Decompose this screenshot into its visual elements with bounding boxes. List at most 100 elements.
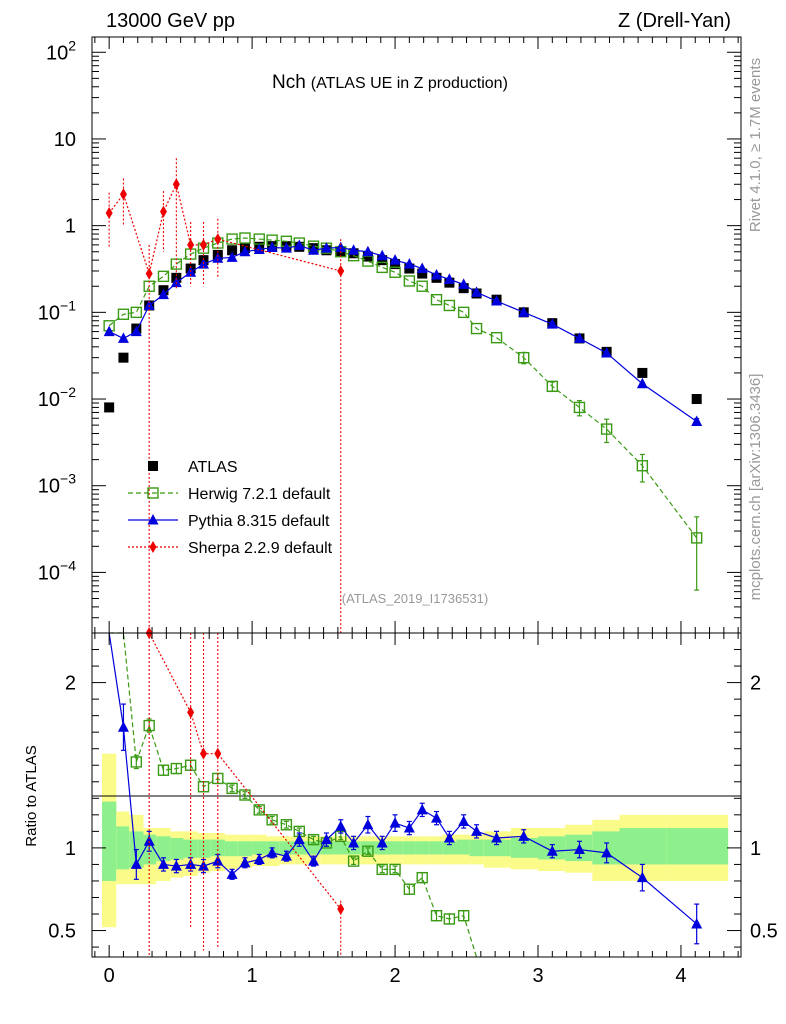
band-inner (156, 836, 171, 862)
ratio-pythia-point (280, 850, 292, 861)
main-atlas-point (417, 268, 428, 279)
main-pythia-point (691, 415, 703, 427)
main-herwig-point (690, 532, 703, 544)
main-pythia-point (157, 288, 169, 300)
band-inner (483, 839, 511, 857)
main-title: Nch (ATLAS UE in Z production) (272, 72, 508, 93)
ytick-label: 10−4 (38, 557, 76, 584)
ratio-pythia-point (491, 831, 503, 843)
main-sherpa-point (187, 238, 195, 251)
ratio-herwig-point (416, 871, 428, 884)
main-herwig-point (416, 280, 428, 292)
main-herwig-point (430, 293, 443, 306)
ratio-herwig-point (280, 819, 293, 831)
ytick-exponent: −3 (60, 471, 76, 487)
ratio-pythia-point (546, 845, 558, 856)
ratio-pythia-point (143, 835, 155, 846)
main-herwig-point (490, 331, 503, 344)
ratio-pythia-point (293, 833, 305, 845)
main-pythia-point (491, 295, 503, 306)
main-pythia-line (108, 244, 698, 423)
xtick-label: 3 (532, 965, 543, 987)
ratio-ytick-label-left: 2 (65, 673, 76, 695)
ytick-label: 10 (54, 129, 76, 151)
ratio-herwig-point (362, 845, 374, 857)
main-pythia-point (130, 325, 142, 337)
main-sherpa-point (200, 238, 208, 251)
ytick-exponent: −1 (60, 297, 76, 313)
ratio-herwig-point (170, 762, 183, 775)
ratio-pythia-point (636, 871, 648, 883)
main-marks (103, 158, 703, 633)
main-herwig-point (457, 306, 470, 319)
main-herwig-point (403, 275, 416, 287)
ratio-pythia-point (601, 846, 613, 858)
ratio-pythia-point (471, 825, 483, 836)
ratio-herwig-point (389, 863, 401, 876)
legend-marker-pythia (147, 514, 159, 525)
rivet-label: Rivet 4.1.0, ≥ 1.7M events (747, 58, 764, 232)
ratio-sherpa-point (337, 903, 345, 916)
main-herwig-point (600, 423, 613, 435)
band-inner (510, 837, 539, 858)
ratio-herwig-point (226, 782, 238, 795)
ratio-sherpa-point (214, 747, 222, 760)
main-atlas-point (637, 367, 648, 378)
main-pythia-point (546, 318, 558, 329)
band-inner (429, 841, 443, 855)
ytick-label: 1 (65, 216, 76, 238)
ratio-pythia-point (389, 817, 401, 828)
legend-label-pythia: Pythia 8.315 default (188, 513, 330, 530)
ratio-marks (108, 627, 703, 958)
ratio-pythia-point (157, 858, 169, 869)
main-pythia-point (403, 258, 415, 269)
main-sherpa-point (337, 264, 345, 277)
ratio-pythia-point (170, 860, 182, 871)
main-atlas-point (118, 352, 129, 363)
main-pythia-point (416, 262, 428, 274)
main-pythia-point (471, 286, 483, 297)
main-sherpa-point (159, 205, 167, 218)
ratio-herwig-point (376, 863, 388, 876)
header-right: Z (Drell-Yan) (618, 10, 731, 32)
ytick-label: 102 (46, 37, 76, 64)
main-pythia-point (518, 306, 530, 317)
main-pythia-point (239, 245, 251, 257)
band-inner (666, 828, 729, 865)
ratio-herwig-point (347, 855, 360, 867)
main-pythia-point (431, 268, 443, 280)
main-pythia-point (143, 299, 155, 310)
ratio-pythia-point (335, 820, 347, 831)
ratio-herwig-point (253, 804, 265, 816)
main-pythia-point (601, 346, 613, 358)
main-pythia-point (389, 254, 401, 265)
main-pythia-point (636, 377, 648, 389)
xtick-label: 1 (247, 965, 258, 987)
main-pythia-point (348, 244, 360, 255)
ytick-label: 10−2 (38, 384, 76, 411)
main-sherpa-point (105, 206, 113, 219)
main-pythia-point (117, 332, 129, 343)
main-herwig-point (518, 351, 530, 364)
ratio-herwig-point (266, 814, 278, 826)
band-inner (102, 801, 117, 881)
ratio-bands (102, 753, 729, 928)
main-pythia-point (170, 276, 182, 288)
legend-label-atlas: ATLAS (188, 459, 238, 476)
ratio-pythia-point (130, 858, 142, 869)
main-pythia-point (573, 332, 585, 343)
xtick-label: 0 (104, 965, 115, 987)
ratio-pythia-point (348, 836, 360, 848)
ratio-ytick-label-left: 1 (65, 838, 76, 860)
ratio-ylabel: Ratio to ATLAS (23, 745, 40, 846)
xtick-label: 2 (389, 965, 400, 987)
legend-label-sherpa: Sherpa 2.2.9 default (188, 540, 333, 557)
band-inner (237, 841, 253, 857)
band-inner (469, 839, 484, 857)
ratio-pythia-point (226, 868, 238, 879)
band-inner (224, 841, 238, 857)
main-pythia-point (253, 243, 265, 255)
ytick-exponent: −4 (60, 557, 76, 573)
legend: ATLAS Herwig 7.2.1 default Pythia 8.315 de… (128, 459, 333, 557)
